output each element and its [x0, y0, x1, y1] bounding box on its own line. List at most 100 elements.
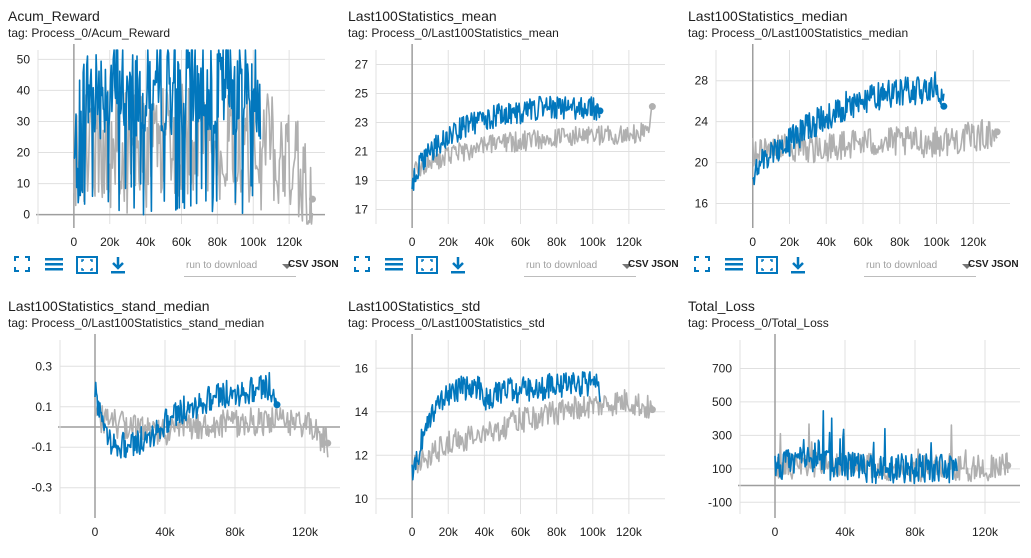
x-tick-label: 0 — [409, 525, 416, 539]
run-download-select[interactable]: run to download — [864, 258, 976, 277]
series-line-gray — [411, 106, 654, 181]
fullscreen-icon[interactable] — [76, 256, 100, 276]
y-tick-label: 100 — [712, 462, 732, 476]
x-tick-label: 100k — [580, 525, 607, 539]
x-tick-label: 20k — [100, 235, 120, 249]
chart-tag: tag: Process_0/Last100Statistics_std — [348, 316, 545, 330]
x-tick-label: 80k — [547, 235, 567, 249]
fit-domain-icon[interactable] — [14, 256, 38, 276]
chart-toolbar: run to download CSV JSON — [354, 256, 680, 280]
fit-domain-icon[interactable] — [694, 256, 718, 276]
series-end-marker — [596, 107, 604, 115]
chart-plot[interactable]: 700 500 300 100 -100 0 40k 80k 120k — [680, 334, 1020, 544]
series-line-gray — [73, 83, 314, 225]
x-tick-label: 60k — [172, 235, 192, 249]
run-download-placeholder: run to download — [186, 260, 258, 271]
x-tick-label: 120k — [616, 235, 643, 249]
y-tick-label: 0.1 — [35, 400, 52, 414]
toggle-log-scale-icon[interactable] — [724, 256, 748, 276]
download-icon[interactable] — [790, 256, 814, 276]
x-tick-label: 80k — [890, 235, 910, 249]
x-tick-label: 0 — [772, 525, 779, 539]
fit-domain-icon[interactable] — [354, 256, 378, 276]
run-download-select[interactable]: run to download — [184, 258, 296, 277]
chart-title: Total_Loss — [688, 298, 755, 314]
series-end-marker — [1004, 461, 1012, 469]
download-icon[interactable] — [110, 256, 134, 276]
series-line-blue — [411, 95, 601, 191]
y-tick-label: 0 — [23, 208, 30, 222]
toggle-log-scale-icon[interactable] — [384, 256, 408, 276]
x-tick-label: 120k — [276, 235, 303, 249]
chart-card: Total_Loss tag: Process_0/Total_Loss 700 50… — [680, 290, 1020, 558]
x-tick-label: 120k — [616, 525, 643, 539]
x-tick-label: 0 — [71, 235, 78, 249]
chart-tag: tag: Process_0/Last100Statistics_median — [688, 26, 909, 40]
chart-plot[interactable]: 16 20 24 28 0 20k 40k 60k 80k 100k 120k — [680, 44, 1020, 254]
chart-toolbar: run to download CSV JSON — [14, 256, 340, 280]
fullscreen-icon[interactable] — [416, 256, 440, 276]
x-tick-label: 60k — [511, 525, 531, 539]
run-download-placeholder: run to download — [866, 260, 938, 271]
series-line-gray — [752, 119, 998, 167]
series-end-marker — [648, 406, 656, 414]
dropdown-caret-icon — [962, 264, 972, 269]
dropdown-caret-icon — [282, 264, 292, 269]
y-tick-label: 16 — [695, 197, 709, 211]
y-tick-label: 17 — [355, 203, 369, 217]
x-tick-label: 0 — [92, 525, 99, 539]
x-tick-label: 20k — [780, 235, 800, 249]
y-tick-label: 30 — [17, 114, 31, 128]
series-end-marker — [648, 103, 656, 111]
x-tick-label: 40k — [475, 235, 495, 249]
x-tick-label: 60k — [853, 235, 873, 249]
run-download-select[interactable]: run to download — [524, 258, 636, 277]
x-tick-label: 20k — [439, 235, 459, 249]
y-tick-label: 700 — [712, 361, 732, 375]
x-tick-label: 60k — [511, 235, 531, 249]
chart-card: Last100Statistics_mean tag: Process_0/Las… — [340, 0, 680, 277]
chart-title: Last100Statistics_std — [348, 298, 481, 314]
y-tick-label: 10 — [17, 177, 31, 191]
series-line-blue — [774, 410, 958, 485]
x-tick-label: 40k — [155, 525, 175, 539]
y-tick-label: 14 — [355, 405, 369, 419]
csv-json-links[interactable]: CSV JSON — [968, 259, 1019, 270]
x-tick-label: 120k — [292, 525, 319, 539]
chart-tag: tag: Process_0/Last100Statistics_mean — [348, 26, 559, 40]
toggle-log-scale-icon[interactable] — [44, 256, 68, 276]
run-download-placeholder: run to download — [526, 260, 598, 271]
chart-plot[interactable]: 0.3 0.1 -0.1 -0.3 0 40k 80k 120k — [0, 334, 340, 544]
x-tick-label: 40k — [475, 525, 495, 539]
x-tick-label: 80k — [225, 525, 245, 539]
y-tick-label: 500 — [712, 395, 732, 409]
y-tick-label: 16 — [355, 361, 369, 375]
csv-json-links[interactable]: CSV JSON — [288, 259, 339, 270]
y-tick-label: 20 — [695, 156, 709, 170]
csv-json-links[interactable]: CSV JSON — [628, 259, 679, 270]
fullscreen-icon[interactable] — [756, 256, 780, 276]
chart-title: Acum_Reward — [8, 8, 100, 24]
series-end-marker — [273, 401, 281, 409]
chart-plot[interactable]: 17 19 21 23 25 27 0 20k 40k 60k 80k 100k 120k — [340, 44, 680, 254]
x-tick-label: 0 — [749, 235, 756, 249]
y-tick-label: 0.3 — [35, 359, 52, 373]
x-tick-label: 100k — [923, 235, 950, 249]
x-tick-label: 80k — [547, 525, 567, 539]
chart-tag: tag: Process_0/Total_Loss — [688, 316, 829, 330]
chart-title: Last100Statistics_stand_median — [8, 298, 210, 314]
x-tick-label: 100k — [240, 235, 267, 249]
y-tick-label: 24 — [695, 115, 709, 129]
x-tick-label: 0 — [409, 235, 416, 249]
download-icon[interactable] — [450, 256, 474, 276]
y-tick-label: -100 — [708, 495, 732, 509]
chart-title: Last100Statistics_median — [688, 8, 848, 24]
y-tick-label: 28 — [695, 74, 709, 88]
chart-card: Last100Statistics_stand_median tag: Proce… — [0, 290, 340, 558]
x-tick-label: 120k — [972, 525, 999, 539]
chart-plot[interactable]: 10 12 14 16 0 20k 40k 60k 80k 100k 120k — [340, 334, 680, 544]
x-tick-label: 20k — [439, 525, 459, 539]
chart-plot[interactable]: 0 10 20 30 40 50 0 20k 40k 60k 80k 100k 120k — [0, 44, 340, 254]
y-tick-label: 10 — [355, 492, 369, 506]
y-tick-label: 50 — [17, 52, 31, 66]
